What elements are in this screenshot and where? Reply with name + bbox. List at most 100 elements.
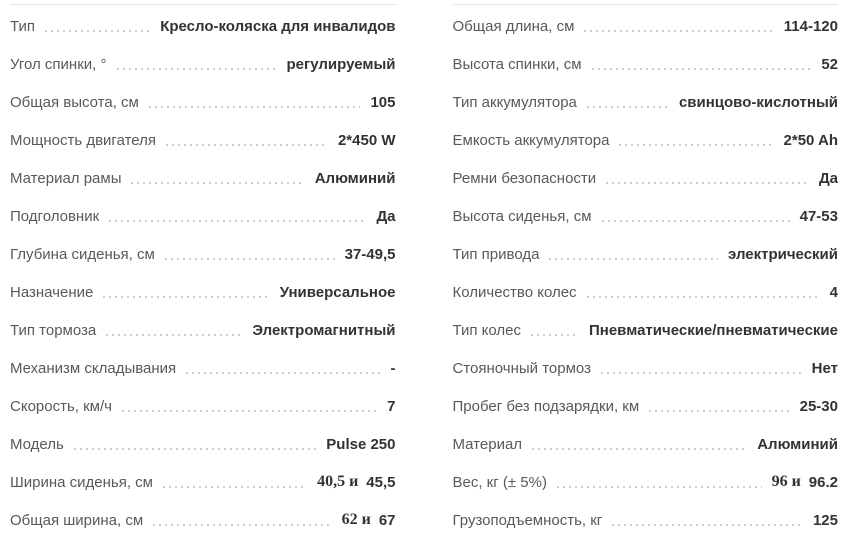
spec-label: Общая высота, см [10,93,139,111]
spec-label: Пробег без подзарядки, км [452,397,640,415]
spec-label: Емкость аккумулятора [452,131,610,149]
dotted-leader [612,524,803,526]
dotted-leader [106,334,243,336]
spec-column-right: Общая длина, см 114-120 Высота спинки, с… [452,4,839,539]
dotted-leader [109,220,367,222]
spec-label: Общая длина, см [452,17,575,35]
spec-label: Механизм складывания [10,359,177,377]
spec-label: Тип колес [452,321,522,339]
spec-value: Да [818,169,838,187]
spec-row: Ремни безопасности Да [453,159,839,197]
spec-label: Тип тормоза [10,321,97,339]
dotted-leader [586,106,669,108]
spec-label: Стояночный тормоз [452,359,591,377]
dotted-leader [162,486,308,488]
spec-value: Пневматические/пневматические [588,321,838,339]
spec-row: Тип Кресло-коляска для инвалидов [10,7,396,45]
spec-value-serif: 62 и [341,511,371,528]
spec-label: Высота сиденья, см [452,207,592,225]
dotted-leader [600,372,802,374]
spec-value: Кресло-коляска для инвалидов [160,17,396,35]
spec-label: Материал [452,435,523,453]
spec-value: свинцово-кислотный [678,93,838,111]
spec-label: Высота спинки, см [452,55,582,73]
spec-row: Скорость, км/ч 7 [10,387,396,425]
spec-label: Глубина сиденья, см [10,245,155,263]
dotted-leader [148,106,361,108]
dotted-leader [619,144,774,146]
spec-value: Универсальное [279,283,396,301]
dotted-leader [103,296,270,298]
spec-label: Тип привода [452,245,540,263]
spec-row: Материал рамы Алюминий [10,159,396,197]
spec-value: 105 [370,93,396,111]
spec-row: Механизм складывания - [10,349,396,387]
spec-label: Мощность двигателя [10,131,157,149]
spec-value: Pulse 250 [326,435,396,453]
spec-label: Подголовник [10,207,100,225]
spec-row: Общая длина, см 114-120 [453,7,839,45]
spec-row: Тип колес Пневматические/пневматические [453,311,839,349]
dotted-leader [532,448,748,450]
spec-value: - [390,359,396,377]
spec-value: 2*50 Ah [783,131,838,149]
spec-value: Да [376,207,396,225]
spec-row: Глубина сиденья, см 37-49,5 [10,235,396,273]
spec-row: Общая ширина, см 62 и 67 [10,501,396,539]
dotted-leader [531,334,579,336]
dotted-leader [153,524,332,526]
spec-value: 7 [387,397,396,415]
spec-label: Ширина сиденья, см [10,473,153,491]
spec-row: Пробег без подзарядки, км 25-30 [453,387,839,425]
dotted-leader [186,372,381,374]
dotted-leader [45,30,151,32]
spec-value: 125 [812,511,838,529]
spec-value: Электромагнитный [252,321,396,339]
dotted-leader [73,448,317,450]
dotted-leader [649,410,790,412]
spec-value: 4 [829,283,838,301]
spec-value: Нет [811,359,838,377]
spec-row: Угол спинки, ° регулируемый [10,45,396,83]
spec-row: Высота сиденья, см 47-53 [453,197,839,235]
spec-row: Тип привода электрический [453,235,839,273]
spec-value: 45,5 [366,473,396,491]
spec-label: Грузоподъемность, кг [452,511,603,529]
spec-label: Материал рамы [10,169,122,187]
spec-label: Тип [10,17,36,35]
spec-value: 25-30 [799,397,838,415]
spec-label: Назначение [10,283,94,301]
dotted-leader [591,68,812,70]
spec-value-serif: 96 и [771,473,801,490]
dotted-leader [164,258,335,260]
spec-row: Емкость аккумулятора 2*50 Ah [453,121,839,159]
dotted-leader [584,30,774,32]
spec-value: 47-53 [799,207,838,225]
dotted-leader [549,258,719,260]
spec-label: Угол спинки, ° [10,55,107,73]
spec-row: Стояночный тормоз Нет [453,349,839,387]
spec-row: Назначение Универсальное [10,273,396,311]
spec-value: электрический [728,245,838,263]
spec-value: 37-49,5 [344,245,396,263]
spec-value: регулируемый [286,55,396,73]
spec-label: Тип аккумулятора [452,93,577,111]
spec-row: Материал Алюминий [453,425,839,463]
spec-column-left: Тип Кресло-коляска для инвалидов Угол сп… [10,4,396,539]
spec-row: Модель Pulse 250 [10,425,396,463]
dotted-leader [121,410,378,412]
spec-row: Грузоподъемность, кг 125 [453,501,839,539]
dotted-leader [556,486,762,488]
spec-row: Мощность двигателя 2*450 W [10,121,396,159]
spec-value: 67 [378,511,396,529]
spec-label: Ремни безопасности [452,169,597,187]
dotted-leader [116,68,277,70]
spec-label: Скорость, км/ч [10,397,112,415]
spec-label: Количество колес [452,283,577,301]
dotted-leader [166,144,328,146]
spec-label: Вес, кг (± 5%) [452,473,547,491]
dotted-leader [586,296,820,298]
spec-row: Подголовник Да [10,197,396,235]
spec-value: Алюминий [757,435,838,453]
spec-row: Тип аккумулятора свинцово-кислотный [453,83,839,121]
